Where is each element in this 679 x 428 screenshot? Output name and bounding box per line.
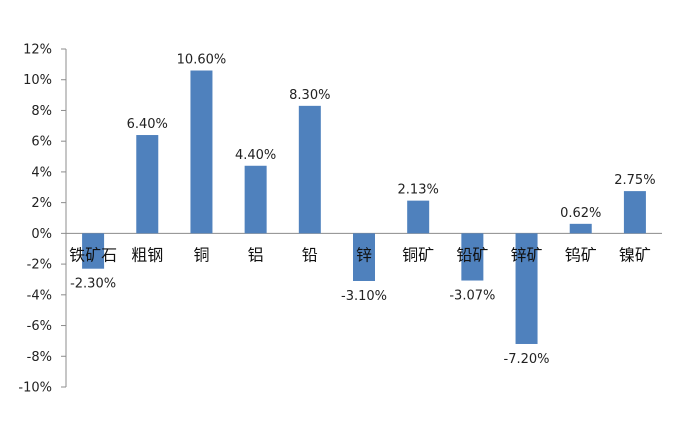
bar	[353, 233, 375, 281]
bar	[407, 200, 430, 234]
category-label: 铁矿石	[69, 245, 117, 264]
category-label: 锌	[356, 245, 372, 264]
category-label: 锌矿	[511, 245, 543, 264]
bars	[82, 70, 646, 344]
bar	[298, 105, 321, 234]
data-label: 4.40%	[235, 148, 276, 163]
data-label: -2.30%	[70, 277, 116, 292]
y-tick-label: -8%	[27, 350, 52, 365]
category-label: 镍矿	[619, 245, 651, 264]
y-tick-label: 8%	[31, 104, 52, 119]
category-label: 铝	[248, 245, 264, 264]
y-tick-label: 2%	[31, 196, 52, 211]
y-tick-label: -2%	[27, 258, 52, 273]
y-tick-label: 4%	[31, 165, 52, 180]
category-label: 铅	[302, 245, 318, 264]
bar	[461, 233, 484, 281]
bar	[623, 191, 646, 234]
y-tick-label: -4%	[27, 288, 52, 303]
data-label: 10.60%	[177, 53, 227, 68]
data-label: 8.30%	[289, 88, 330, 103]
bar	[244, 165, 267, 234]
data-label: -7.20%	[504, 352, 550, 367]
y-tick-label: 12%	[23, 43, 52, 58]
category-label: 铜	[193, 245, 209, 264]
category-label: 钨矿	[565, 245, 597, 264]
y-tick-label: 0%	[31, 227, 52, 242]
data-label: 2.75%	[614, 173, 655, 188]
bar	[190, 70, 213, 234]
y-tick-label: 6%	[31, 135, 52, 150]
bar	[515, 233, 538, 344]
bar	[82, 233, 105, 269]
labels: 铁矿石 -2.30% 粗钢 6.40% 铜 10.60% 铝 4.40% 铅 8.30% 锌 -3.1…	[69, 53, 655, 367]
category-label: 铅矿	[456, 245, 488, 264]
data-label: 0.62%	[560, 206, 601, 221]
data-label: 2.13%	[398, 183, 439, 198]
bar	[136, 135, 159, 234]
data-label: -3.10%	[341, 289, 387, 304]
bar	[569, 223, 592, 234]
y-tick-label: -10%	[18, 381, 52, 396]
data-label: 6.40%	[127, 117, 168, 132]
data-label: -3.07%	[449, 289, 495, 304]
y-tick-label: -6%	[27, 319, 52, 334]
y-tick-label: 10%	[23, 73, 52, 88]
category-label: 铜矿	[402, 245, 434, 264]
axes: 12% 10% 8% 6% 4% 2% 0% -2% -4% -6% -8% -10%	[18, 43, 662, 396]
category-label: 粗钢	[131, 245, 163, 264]
